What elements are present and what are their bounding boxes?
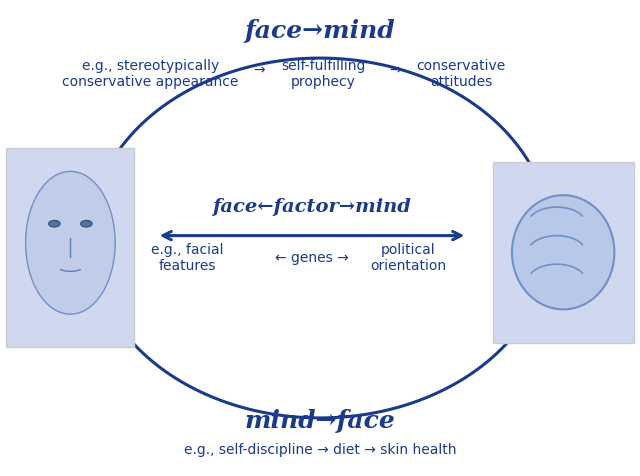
Text: e.g., stereotypically
conservative appearance: e.g., stereotypically conservative appea… [62, 59, 239, 89]
Ellipse shape [26, 171, 115, 314]
Text: ← genes →: ← genes → [275, 251, 349, 265]
FancyBboxPatch shape [493, 162, 634, 343]
Text: →: → [253, 63, 265, 78]
Ellipse shape [512, 195, 614, 309]
Text: political
orientation: political orientation [371, 243, 446, 273]
Text: mind→face: mind→face [244, 409, 396, 433]
Text: self-fulfilling
prophecy: self-fulfilling prophecy [281, 59, 365, 89]
Text: face→mind: face→mind [244, 19, 396, 43]
Ellipse shape [49, 220, 60, 227]
Text: →: → [389, 63, 401, 78]
Text: e.g., facial
features: e.g., facial features [151, 243, 224, 273]
Ellipse shape [81, 220, 92, 227]
Text: e.g., self-discipline → diet → skin health: e.g., self-discipline → diet → skin heal… [184, 443, 456, 457]
FancyBboxPatch shape [6, 148, 134, 347]
Text: face←factor→mind: face←factor→mind [212, 198, 411, 216]
Text: conservative
attitudes: conservative attitudes [416, 59, 506, 89]
